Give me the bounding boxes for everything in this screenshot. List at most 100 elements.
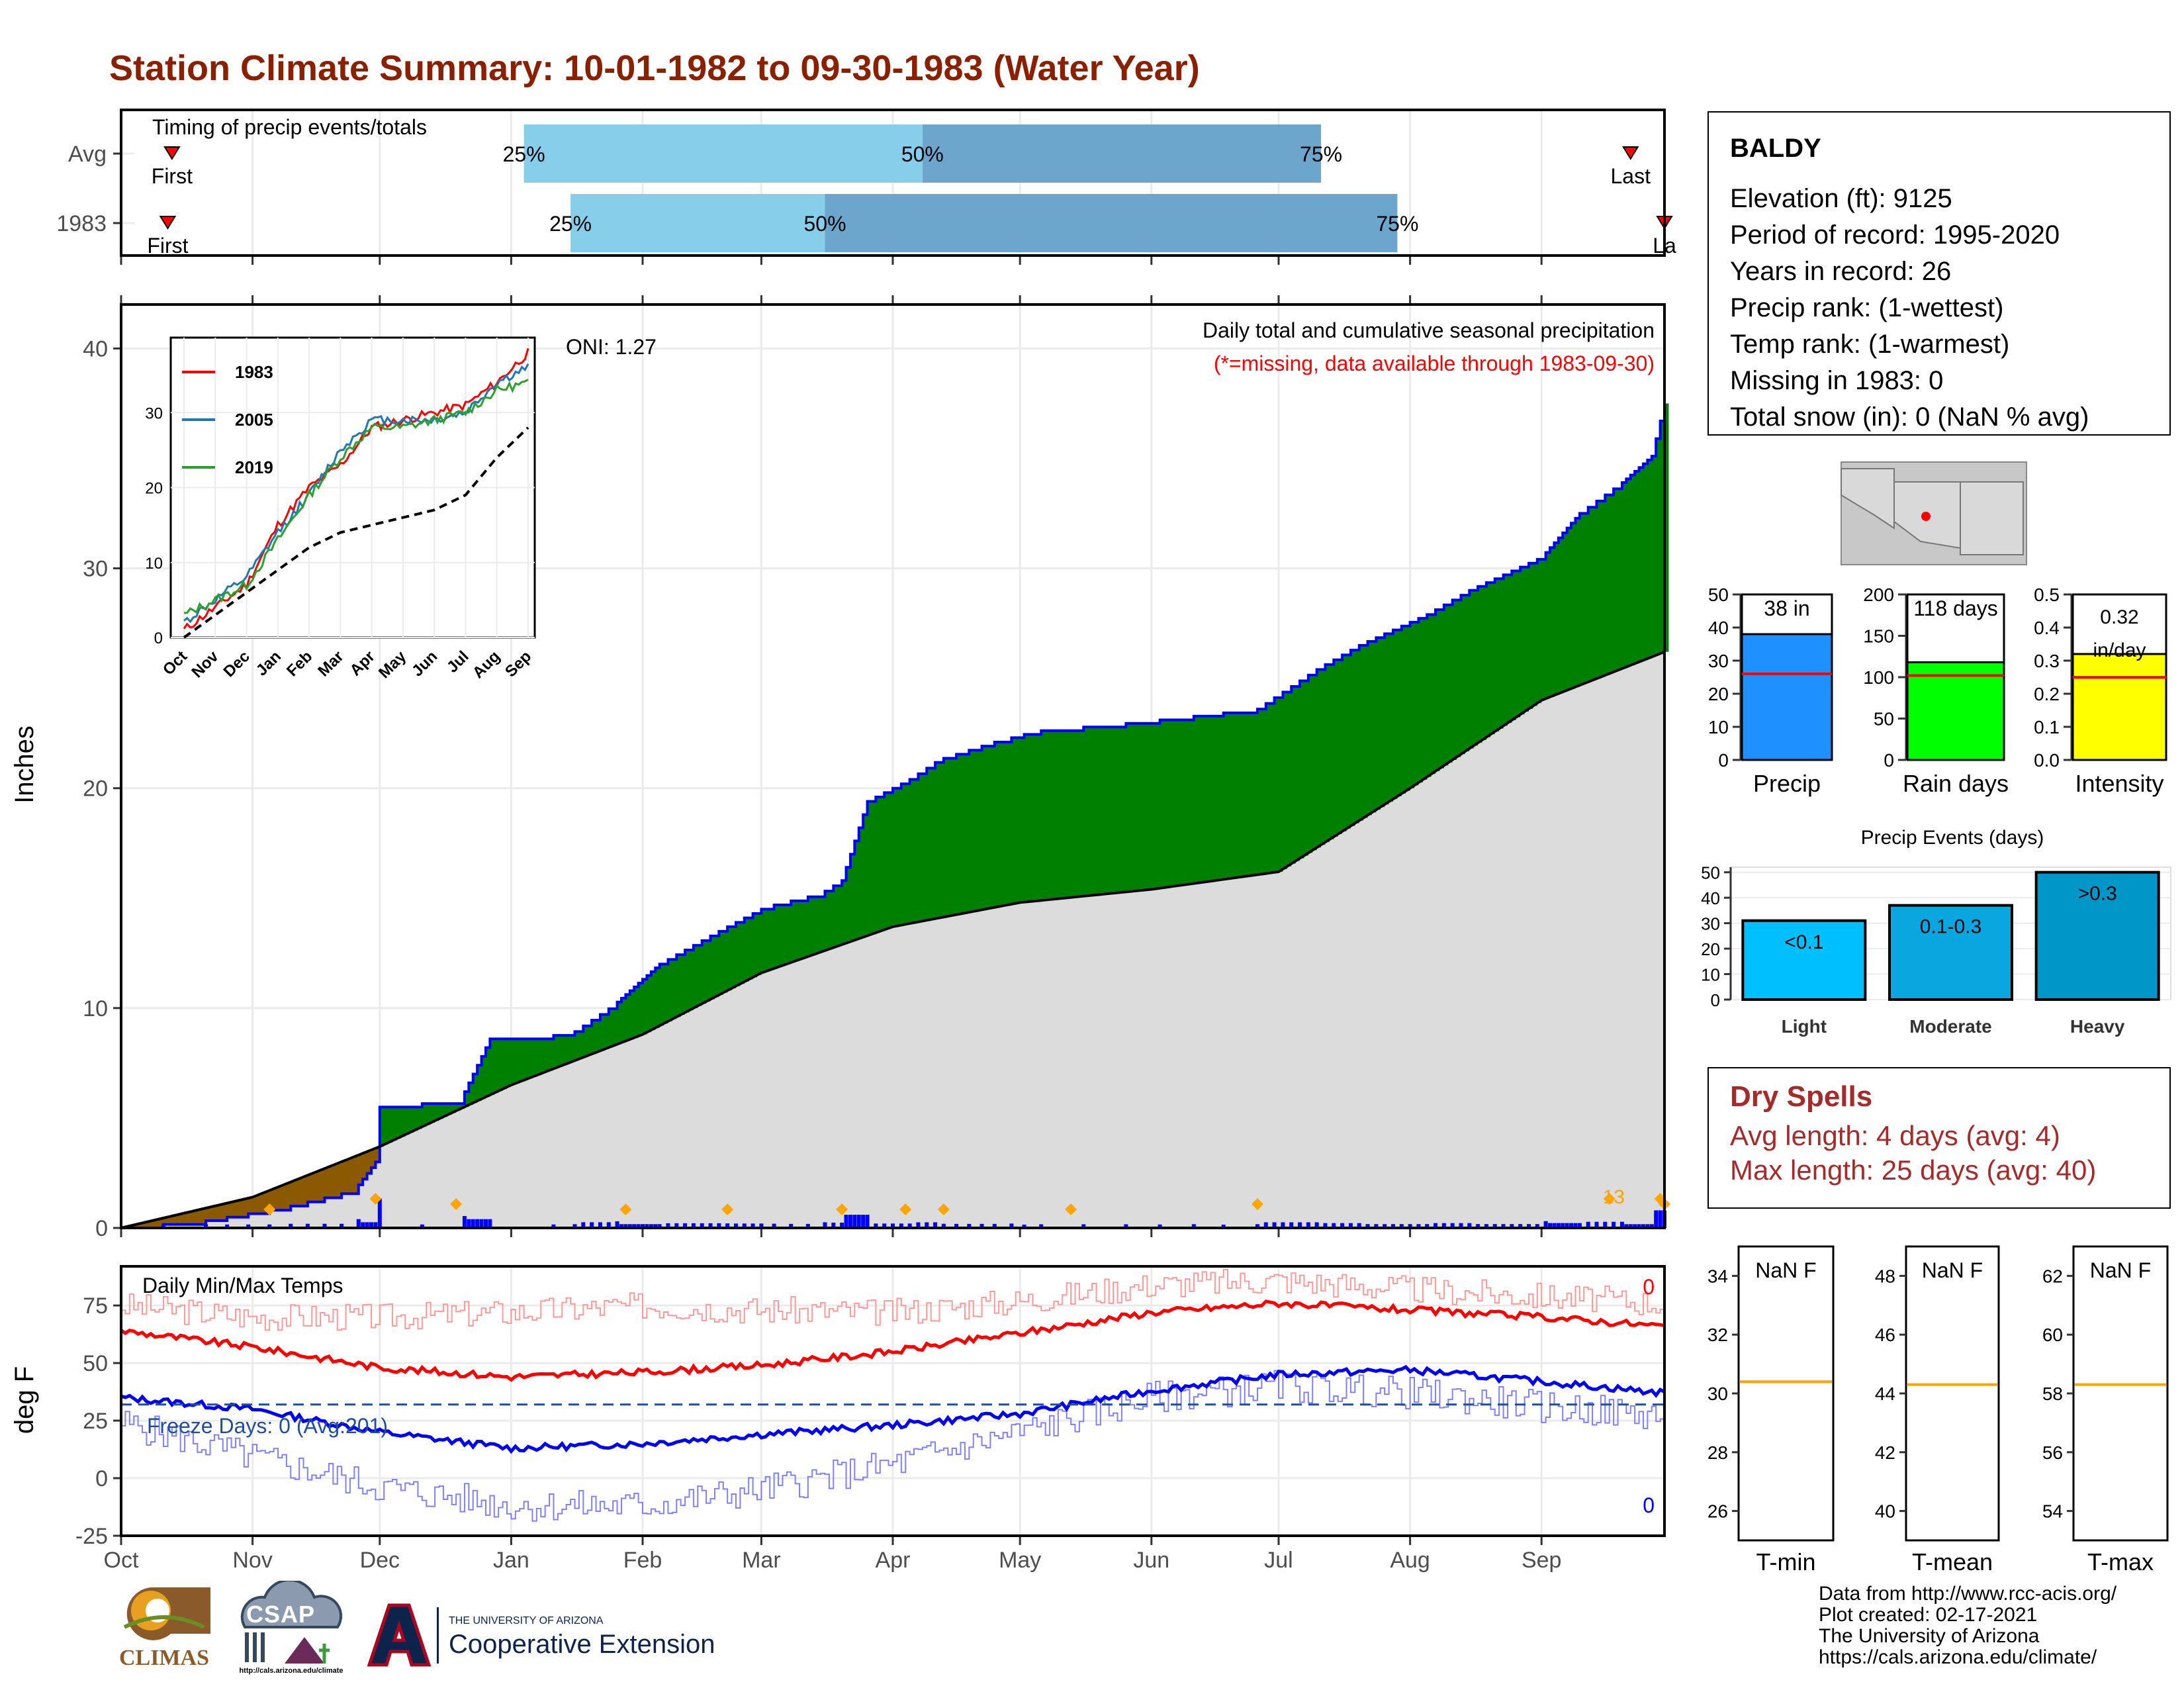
events-bar <box>2034 870 2160 1001</box>
temp-y-tick-label: 75 <box>83 1293 108 1319</box>
events-category-label: Heavy <box>2070 1016 2125 1037</box>
temp-x-tick-label: Jan <box>493 1548 529 1573</box>
precip-panel-border <box>120 303 1666 1229</box>
inset-y-tick-label: 20 <box>145 480 163 498</box>
tmax-avg-line <box>120 1299 1665 1382</box>
daily-precip-bar <box>1603 1221 1608 1228</box>
heavy-event-marker <box>1065 1203 1077 1215</box>
oni-label: ONI: 1.27 <box>566 335 657 359</box>
mini-bar-tick-label: 0.5 <box>2034 585 2060 605</box>
events-tick-label: 20 <box>1701 939 1720 959</box>
heavy-event-marker <box>721 1203 734 1215</box>
inset-series-line <box>183 379 529 614</box>
daily-precip-bar <box>1556 1223 1561 1228</box>
daily-precip-bar <box>1408 1224 1412 1228</box>
daily-precip-bar <box>649 1224 653 1228</box>
timing-bar-q3 <box>825 194 1398 252</box>
mini-bar-tick-label: 0 <box>1884 750 1894 771</box>
daily-precip-bar <box>636 1224 641 1228</box>
mini-bar <box>1741 633 1833 761</box>
heavy-event-marker <box>836 1203 848 1215</box>
daily-precip-bar <box>1565 1223 1569 1228</box>
daily-precip-bar <box>267 1224 272 1228</box>
mini-bar-tick-label: 10 <box>1708 717 1729 737</box>
timing-label-75: 75% <box>1376 212 1418 236</box>
daily-precip-bar <box>1628 1224 1633 1228</box>
temp-rank-frame <box>1737 1245 1835 1542</box>
timing-first-label: First <box>147 234 188 258</box>
daily-precip-bar <box>1298 1222 1302 1228</box>
temp-y-tick-label: 50 <box>83 1351 108 1376</box>
precip-y-tick-label: 30 <box>83 557 108 582</box>
daily-precip-bar <box>759 1223 764 1228</box>
mini-bar-value-label: 0.32 <box>2100 606 2138 628</box>
heavy-event-marker <box>619 1203 632 1215</box>
daily-precip-bar <box>1124 1224 1128 1228</box>
daily-precip-bar <box>645 1224 649 1228</box>
temp-rank-value-label: NaN F <box>2090 1258 2151 1282</box>
daily-precip-bar <box>874 1223 878 1228</box>
temp-x-tick-label: Jun <box>1133 1548 1169 1573</box>
daily-precip-bar <box>1612 1221 1616 1228</box>
temp-rank-tick-label: 62 <box>2042 1266 2063 1286</box>
heavy-event-marker <box>1251 1198 1263 1210</box>
daily-precip-bars <box>161 1198 1666 1228</box>
dry-spells-title: Dry Spells <box>1730 1080 1873 1113</box>
daily-precip-bar <box>840 1223 844 1228</box>
daily-precip-bar <box>462 1215 467 1228</box>
daily-precip-bar <box>1573 1223 1578 1228</box>
daily-precip-bar <box>1306 1222 1310 1228</box>
temp-rank-tick-label: 60 <box>2042 1325 2063 1345</box>
daily-precip-bar <box>1399 1224 1404 1228</box>
mini-bar-value-label: 118 days <box>1913 596 1998 620</box>
daily-precip-bar <box>1323 1223 1328 1228</box>
station-years: Years in record: 26 <box>1730 257 1952 286</box>
heavy-event-marker <box>899 1203 912 1215</box>
timing-bar-q2 <box>523 124 923 183</box>
daily-precip-bar <box>1594 1221 1599 1228</box>
inset-avg-line <box>183 426 529 639</box>
daily-precip-bar <box>954 1223 959 1228</box>
mini-bar-tick-label: 50 <box>1708 585 1729 605</box>
heavy-event-marker <box>450 1198 463 1210</box>
precip-y-axis-label: Inches <box>10 726 39 804</box>
csap-logo: CSAP http://cals.arizona.edu/climate <box>232 1579 351 1680</box>
csap-logo-text: CSAP <box>246 1601 316 1628</box>
daily-precip-bar <box>683 1223 688 1228</box>
timing-bar-q3 <box>922 124 1322 183</box>
precip-caption-missing: (*=missing, data available through 1983-… <box>1214 352 1655 375</box>
daily-precip-bar <box>1492 1224 1497 1228</box>
freeze-days-label: Freeze Days: 0 (Avg:201) <box>147 1414 388 1438</box>
daily-precip-bar <box>1484 1224 1488 1228</box>
footer-credits: Data from http://www.rcc-acis.org/ Plot … <box>1819 1583 2116 1668</box>
daily-precip-bar <box>1649 1224 1654 1228</box>
daily-precip-bar <box>551 1224 556 1228</box>
daily-precip-bar <box>674 1223 679 1228</box>
timing-first-marker <box>163 146 181 160</box>
events-tick-label: 40 <box>1701 888 1720 908</box>
daily-precip-bar <box>340 1223 344 1228</box>
daily-precip-bar <box>488 1219 492 1228</box>
mini-bar-frame <box>1906 593 2005 761</box>
daily-precip-bar <box>1022 1225 1026 1228</box>
daily-precip-bar <box>1441 1223 1446 1228</box>
daily-precip-bar <box>365 1222 369 1228</box>
events-tick-label: 0 <box>1711 990 1720 1010</box>
climas-logo-text: CLIMAS <box>118 1646 210 1670</box>
events-tick-label: 30 <box>1701 914 1720 934</box>
temp-rank-tick-label: 32 <box>1707 1325 1728 1345</box>
station-missing: Missing in 1983: 0 <box>1730 366 1944 395</box>
tmin-observed-line <box>121 1370 1665 1522</box>
events-tick-label: 10 <box>1701 965 1720 985</box>
daily-precip-bar <box>623 1224 628 1228</box>
temp-x-tick-label: Aug <box>1390 1548 1430 1573</box>
daily-precip-bar <box>979 1223 984 1228</box>
ua-logo: THE UNIVERSITY OF ARIZONA Cooperative Ex… <box>363 1602 733 1668</box>
events-title: Precip Events (days) <box>1861 827 2044 849</box>
daily-precip-bar <box>1158 1224 1162 1228</box>
daily-precip-bar <box>1332 1223 1336 1228</box>
daily-precip-bar <box>1467 1223 1472 1228</box>
timing-row-label: Avg <box>68 142 107 167</box>
dry-spells-max: Max length: 25 days (avg: 40) <box>1730 1154 2097 1186</box>
temp-x-tick-label: Oct <box>104 1548 139 1573</box>
